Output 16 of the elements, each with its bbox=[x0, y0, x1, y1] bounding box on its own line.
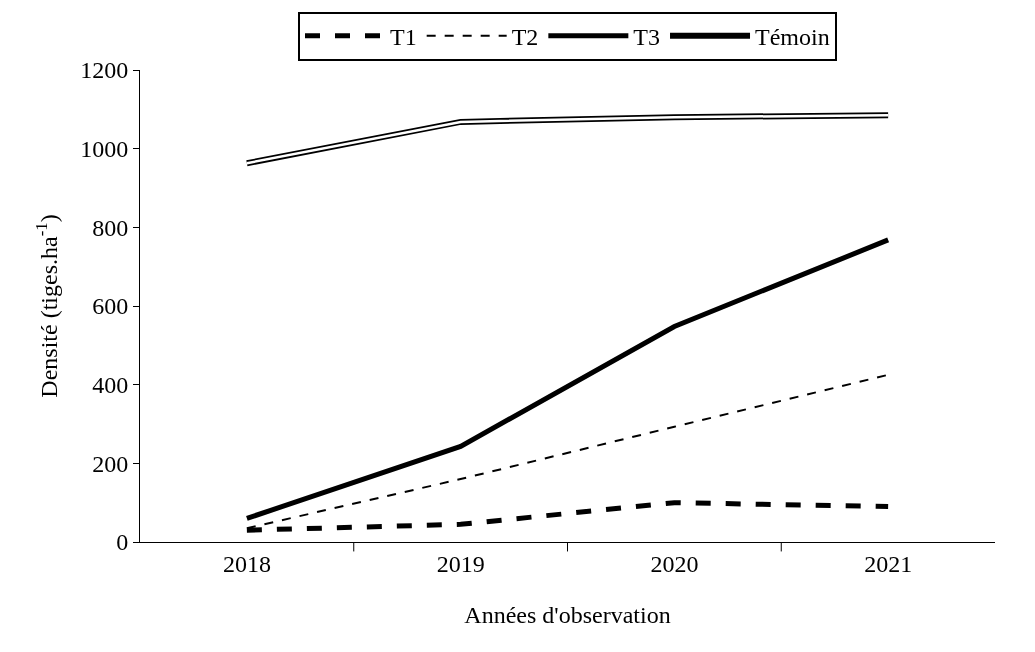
legend-label: T1 bbox=[390, 24, 417, 51]
x-tick-label: 2018 bbox=[222, 550, 271, 577]
y-tick-label: 0 bbox=[116, 529, 129, 556]
x-axis-title: Années d'observation bbox=[464, 602, 671, 629]
y-tick-label: 600 bbox=[92, 293, 129, 320]
y-tick-label: 1200 bbox=[80, 57, 129, 84]
y-tick-label: 200 bbox=[92, 450, 129, 477]
y-tick-label: 400 bbox=[92, 372, 129, 399]
x-tick-label: 2021 bbox=[864, 550, 913, 577]
y-tick-label: 800 bbox=[92, 214, 129, 241]
y-tick-label: 1000 bbox=[80, 136, 129, 163]
legend-label: T3 bbox=[633, 24, 661, 51]
legend-label: T2 bbox=[511, 24, 539, 51]
x-tick-label: 2019 bbox=[436, 550, 485, 577]
x-tick-label: 2020 bbox=[650, 550, 699, 577]
legend-label: Témoin bbox=[755, 24, 830, 51]
